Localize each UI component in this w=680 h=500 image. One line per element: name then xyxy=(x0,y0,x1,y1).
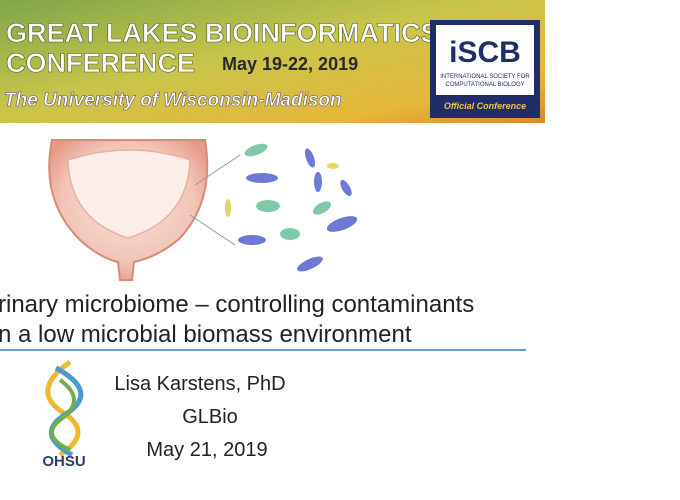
iscb-badge: Official Conference xyxy=(444,101,526,111)
author-date: May 21, 2019 xyxy=(146,439,267,461)
ohsu-label: OHSU xyxy=(42,453,85,470)
bladder-illustration xyxy=(48,139,241,281)
banner-line1: GREAT LAKES BIOINFORMATICS xyxy=(6,18,439,48)
banner-line2: CONFERENCE xyxy=(6,48,195,78)
iscb-society: INTERNATIONAL SOCIETY FOR xyxy=(440,74,530,80)
slide-title: n a low microbial biomass environment xyxy=(0,321,412,348)
slide-title: rinary microbiome – controlling contamin… xyxy=(0,291,474,318)
iscb-inner xyxy=(436,25,534,95)
ohsu-logo: OHSU xyxy=(42,359,86,470)
bacteria xyxy=(225,143,358,272)
banner-dates: May 19-22, 2019 xyxy=(222,54,358,74)
iscb-logo: iSCB xyxy=(449,36,521,69)
iscb-society: COMPUTATIONAL BIOLOGY xyxy=(445,82,524,88)
author-name: Lisa Karstens, PhD xyxy=(114,373,285,395)
author-event: GLBio xyxy=(182,406,238,428)
banner-host: The University of Wisconsin-Madison xyxy=(4,90,342,111)
